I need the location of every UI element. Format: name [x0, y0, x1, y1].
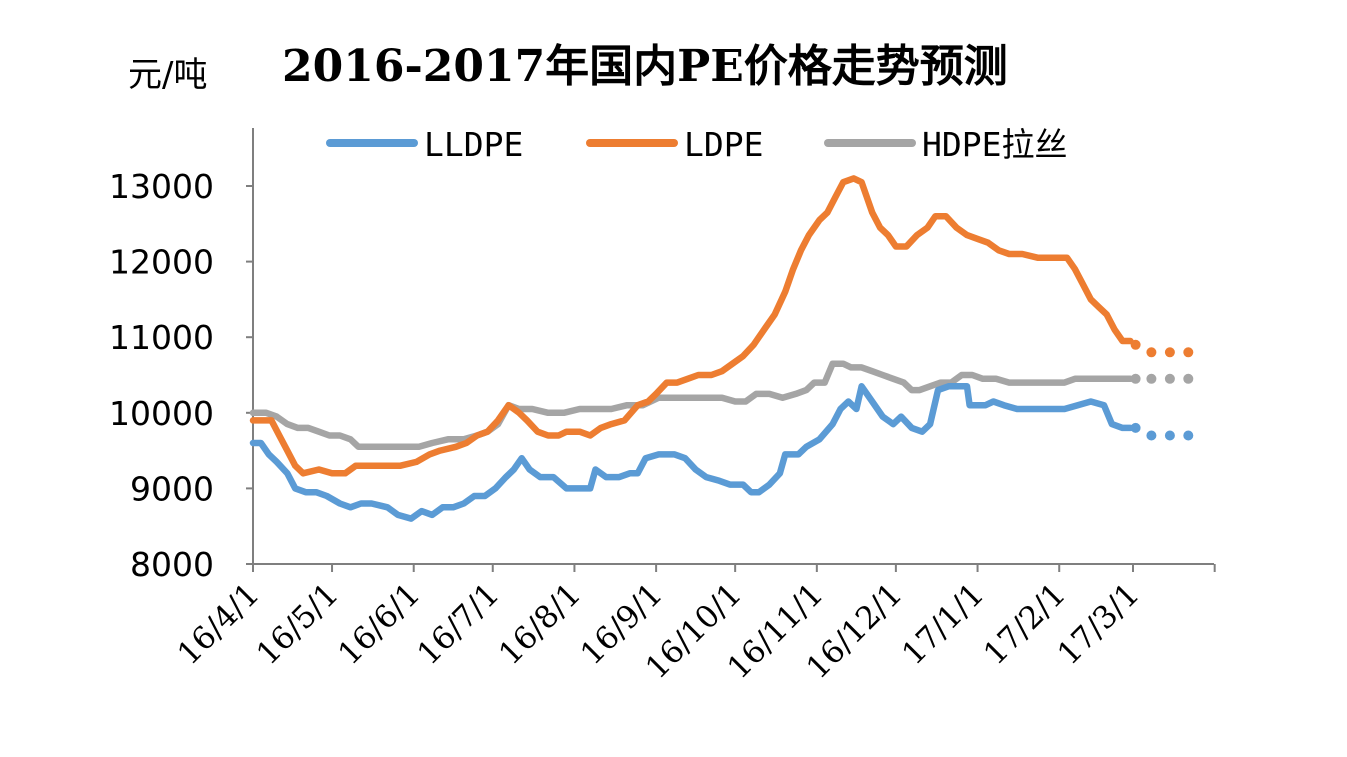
chart-title: 2016-2017年国内PE价格走势预测 — [282, 41, 1008, 92]
series-line-HDPE拉丝 — [249, 360, 1134, 451]
legend-label-ldpe: LDPE — [684, 125, 763, 164]
forecast-point — [1164, 430, 1175, 441]
x-tick-label: 16/4/1 — [171, 576, 267, 672]
forecast-point — [1146, 347, 1157, 358]
forecast-point — [1130, 373, 1141, 384]
forecast-point — [1164, 373, 1175, 384]
x-tick-label: 16/5/1 — [250, 576, 346, 672]
x-tick-label: 17/3/1 — [1051, 576, 1147, 672]
forecast-point — [1164, 347, 1175, 358]
forecast-point — [1130, 339, 1141, 350]
x-tick-label: 17/1/1 — [895, 576, 991, 672]
legend-item-lldpe: LLDPE — [326, 125, 523, 164]
series-line-LDPE — [249, 175, 1134, 477]
series-line-LLDPE — [249, 383, 1134, 522]
forecast-point — [1183, 430, 1194, 441]
y-axis-ticks: 8000 9000 10000 11000 12000 13000 — [109, 167, 253, 584]
y-axis-unit-label: 元/吨 — [128, 55, 207, 95]
forecast-point — [1183, 373, 1194, 384]
y-tick-label: 9000 — [130, 469, 214, 508]
forecast-point — [1130, 422, 1141, 433]
legend-item-hdpe: HDPE拉丝 — [824, 125, 1067, 164]
legend-item-ldpe: LDPE — [586, 125, 763, 164]
series-layer — [249, 175, 1194, 522]
legend-label-lldpe: LLDPE — [424, 125, 523, 164]
y-tick-label: 11000 — [109, 318, 214, 357]
x-tick-label: 16/6/1 — [331, 576, 427, 672]
x-axis-ticks: 16/4/116/5/116/6/116/7/116/8/116/9/116/1… — [171, 564, 1216, 686]
x-tick-label: 16/7/1 — [410, 576, 506, 672]
y-tick-label: 8000 — [130, 545, 214, 584]
x-tick-label: 17/2/1 — [977, 576, 1073, 672]
x-tick-label: 16/8/1 — [492, 576, 588, 672]
y-tick-label: 10000 — [109, 394, 214, 433]
legend-label-hdpe: HDPE拉丝 — [922, 125, 1067, 164]
forecast-point — [1146, 373, 1157, 384]
legend: LLDPE LDPE HDPE拉丝 — [326, 125, 1067, 164]
y-tick-label: 13000 — [109, 167, 214, 206]
forecast-point — [1146, 430, 1157, 441]
y-tick-label: 12000 — [109, 243, 214, 282]
forecast-point — [1183, 347, 1194, 358]
